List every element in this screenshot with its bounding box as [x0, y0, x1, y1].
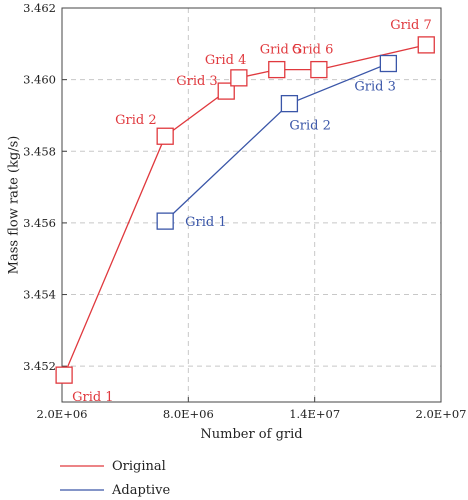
data-point	[310, 60, 328, 79]
point-label: Grid 5	[260, 43, 301, 58]
data-point	[217, 82, 235, 100]
y-tick-label: 3.456	[23, 216, 56, 230]
y-tick-label: 3.452	[23, 359, 56, 373]
y-tick-label: 3.462	[23, 1, 56, 15]
x-tick-label: 2.0E+06	[37, 407, 88, 421]
point-label: Grid 3	[354, 80, 395, 95]
series-adaptive: Grid 1 Grid 2 Grid 3	[156, 54, 398, 230]
y-tick-label: 3.454	[23, 288, 56, 302]
y-tick-label: 3.460	[23, 73, 56, 87]
point-label: Grid 3	[176, 74, 217, 89]
legend: Original Adaptive	[60, 459, 171, 498]
x-tick-label: 2.0E+07	[416, 407, 467, 421]
point-label: Grid 4	[205, 53, 246, 68]
y-axis-title: Mass flow rate (kg/s)	[7, 136, 22, 275]
y-tick-label: 3.458	[23, 144, 56, 158]
legend-label: Adaptive	[111, 483, 171, 498]
data-point	[268, 60, 286, 79]
data-point	[379, 54, 398, 73]
axis-ticks: 2.0E+06 8.0E+06 1.4E+07 2.0E+07 3.452 3.454 3.…	[23, 1, 466, 421]
point-label: Grid 1	[185, 215, 226, 230]
data-point	[156, 127, 174, 145]
legend-label: Original	[112, 459, 166, 474]
point-label: Grid 2	[289, 119, 330, 134]
data-point	[156, 212, 174, 230]
point-label: Grid 2	[115, 113, 156, 128]
data-point	[280, 94, 299, 113]
data-point	[55, 366, 73, 384]
data-point	[230, 69, 248, 87]
plot-frame	[61, 7, 442, 403]
data-point	[417, 36, 435, 54]
x-tick-label: 8.0E+06	[163, 407, 214, 421]
x-axis-title: Number of grid	[200, 427, 302, 442]
point-label: Grid 1	[72, 390, 113, 405]
point-label: Grid 6	[292, 43, 333, 58]
point-label: Grid 7	[390, 18, 431, 33]
x-tick-label: 1.4E+07	[289, 407, 340, 421]
